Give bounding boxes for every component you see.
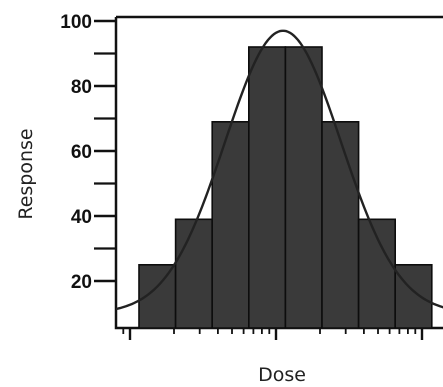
- x-axis-title: Dose: [258, 364, 306, 386]
- bar-2: [174, 218, 214, 328]
- y-tick-label-100: 100: [60, 12, 92, 33]
- bar-5: [284, 46, 323, 328]
- y-tick-label-40: 40: [71, 207, 92, 228]
- y-tick-label-20: 20: [71, 272, 92, 293]
- bar-4: [248, 46, 287, 328]
- y-axis-title: Response: [15, 128, 37, 219]
- bar-8: [394, 263, 433, 328]
- y-tick-label-60: 60: [71, 142, 92, 163]
- bar-3: [211, 121, 250, 328]
- fitted-curve: [116, 29, 443, 311]
- bar-6: [321, 121, 360, 328]
- y-tick-label-80: 80: [71, 77, 92, 98]
